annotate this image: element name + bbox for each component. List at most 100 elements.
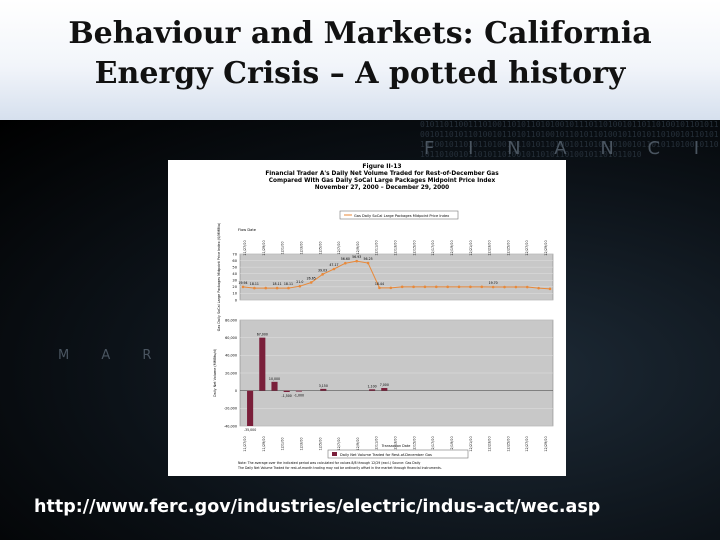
bottom-data-label: -1,000 <box>294 394 304 398</box>
top-series-point <box>480 285 484 289</box>
top-series-point <box>457 285 461 289</box>
bottom-x-tick-label: 11/27/00 <box>243 436 247 451</box>
figure-footnote: Note: The average over the indicated per… <box>238 461 420 465</box>
top-series-point <box>287 286 290 290</box>
top-data-label: 18.11 <box>250 282 259 286</box>
bottom-x-tick-label: 12/25/00 <box>506 436 510 451</box>
top-y-tick-label: 40 <box>232 272 237 276</box>
bottom-bar <box>283 390 290 392</box>
top-series-point <box>469 285 472 289</box>
bottom-bar <box>369 389 376 391</box>
bottom-data-label: 10,000 <box>269 377 280 381</box>
top-x-tick-label: 12/21/00 <box>469 240 473 255</box>
bottom-bar <box>247 390 254 426</box>
top-series-point <box>253 286 256 290</box>
figure-footnote: The Daily Net Volume Traded for rest-of-… <box>237 466 442 470</box>
bottom-data-label: 67,000 <box>257 333 268 337</box>
bottom-x-tick-label: 12/5/00 <box>318 437 322 450</box>
top-y-tick-label: 50 <box>232 265 237 269</box>
top-x-tick-label: 12/25/00 <box>506 240 510 255</box>
bottom-bar <box>320 388 327 391</box>
legend-top-box <box>339 210 459 220</box>
top-data-label: 18.44 <box>375 282 384 286</box>
top-data-label: 39.03 <box>318 268 327 272</box>
top-series-point <box>525 285 529 289</box>
figure-title-line: Financial Trader A's Daily Net Volume Tr… <box>265 171 499 177</box>
top-data-label: 56.93 <box>352 255 361 259</box>
top-x-tick-label: 11/27/00 <box>243 240 247 255</box>
bottom-x-tick-label: 12/15/00 <box>412 436 416 451</box>
bottom-data-label: 1,100 <box>368 384 377 388</box>
top-x-tick-label: 12/1/00 <box>281 241 285 254</box>
top-series-point <box>241 285 245 289</box>
bottom-y-tick-label: 40,000 <box>225 354 237 358</box>
bottom-y-tick-label: 60,000 <box>225 336 237 340</box>
figure-title-line: November 27, 2000 – December 29, 2000 <box>315 185 449 191</box>
top-series-point <box>434 285 438 289</box>
top-x-tick-label: 12/13/00 <box>394 240 398 255</box>
bottom-bar <box>295 390 302 392</box>
top-y-tick-label: 20 <box>232 285 237 289</box>
top-series-point <box>412 285 415 289</box>
top-series-point <box>378 286 381 290</box>
legend-bottom-swatch <box>332 452 337 456</box>
top-series-point <box>264 286 268 290</box>
top-data-label: 18.11 <box>284 282 293 286</box>
slide-title-line-2: Energy Crisis – A potted history <box>94 56 626 91</box>
figure-title-line: Compared With Gas Daily SoCal Large Pack… <box>269 178 496 184</box>
top-y-axis-label: Gas Daily SoCal Large Packages Midpoint … <box>217 222 221 331</box>
bottom-x-tick-label: 12/23/00 <box>488 436 492 451</box>
top-y-tick-label: 0 <box>235 298 238 302</box>
bottom-y-tick-label: -40,000 <box>224 424 237 428</box>
bottom-x-tick-label: 12/21/00 <box>469 436 473 451</box>
top-series-point <box>537 286 540 290</box>
bottom-y-tick-label: 80,000 <box>225 318 237 322</box>
bottom-y-tick-label: -20,000 <box>224 407 237 411</box>
top-data-label: 26.65 <box>307 276 316 280</box>
bottom-data-label: 3,150 <box>319 384 328 388</box>
slide-title: Behaviour and Markets: California Energy… <box>0 14 720 94</box>
bottom-bar <box>259 337 266 391</box>
top-x-tick-label: 12/27/00 <box>525 240 529 255</box>
top-xaxis-label: Flow Date <box>238 228 257 232</box>
slide-header: Behaviour and Markets: California Energy… <box>0 0 720 120</box>
top-series-line <box>242 260 551 290</box>
figure-image: Figure II-13 Financial Trader A's Daily N… <box>168 160 566 476</box>
top-series-point <box>389 286 393 290</box>
bottom-y-axis-label: Daily Net Volume (MMBtu/d) <box>213 348 217 397</box>
top-data-label: 56.25 <box>364 257 373 261</box>
legend-bottom-box <box>327 449 469 459</box>
figure-number: Figure II-13 <box>362 163 401 170</box>
background-digits: 0101101100111010011010110101001011101101… <box>420 120 719 159</box>
top-series-point <box>400 285 404 289</box>
top-plot-area <box>239 253 554 301</box>
top-data-label: 19.70 <box>489 281 498 285</box>
top-series-point <box>548 287 552 291</box>
bottom-x-tick-label: 12/19/00 <box>450 436 454 451</box>
top-x-tick-label: 12/7/00 <box>337 241 341 254</box>
source-url[interactable]: http://www.ferc.gov/industries/electric/… <box>34 497 601 517</box>
bottom-data-label: -1,500 <box>282 394 292 398</box>
bottom-x-tick-label: 12/7/00 <box>337 437 341 450</box>
top-series-point <box>446 285 449 289</box>
top-series-point <box>503 285 506 289</box>
bottom-x-tick-label: 12/1/00 <box>281 437 285 450</box>
top-x-tick-label: 11/29/00 <box>262 240 266 255</box>
top-data-label: 21.0 <box>296 280 303 284</box>
legend-top-label: Gas Daily SoCal Large Packages Midpoint … <box>354 214 450 218</box>
top-series-point <box>275 286 279 290</box>
top-series-point <box>491 285 495 289</box>
top-series-point <box>309 281 313 284</box>
top-series-point <box>298 284 302 288</box>
bottom-x-tick-label: 12/29/00 <box>544 436 548 451</box>
bottom-y-tick-label: 0 <box>235 389 237 393</box>
top-x-tick-label: 12/5/00 <box>318 241 322 254</box>
top-series-point <box>321 273 324 276</box>
top-y-tick-label: 60 <box>232 259 237 263</box>
slide-title-line-1: Behaviour and Markets: California <box>68 16 652 51</box>
top-data-label: 18.11 <box>273 282 282 286</box>
bottom-xaxis-label: Transaction Date <box>381 444 411 448</box>
bottom-bar <box>381 388 388 391</box>
top-y-tick-label: 30 <box>232 279 237 283</box>
